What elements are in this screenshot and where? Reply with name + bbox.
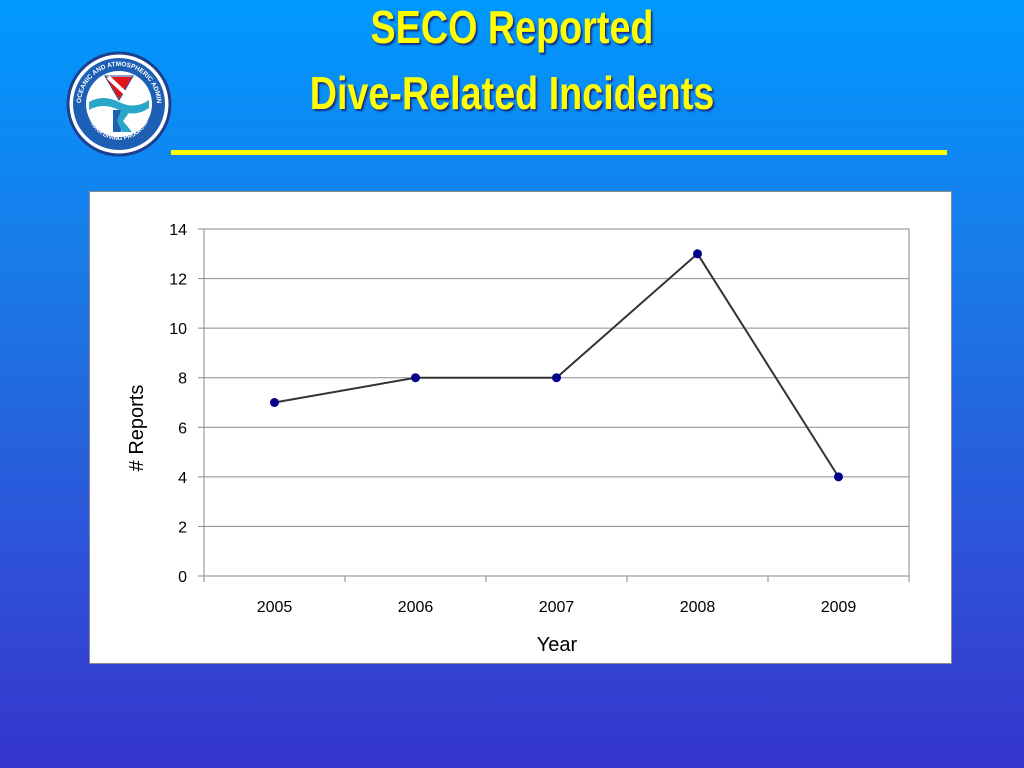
x-tick-label: 2005 bbox=[257, 599, 293, 616]
data-point-marker bbox=[270, 398, 279, 407]
data-point-marker bbox=[552, 373, 561, 383]
data-point-marker bbox=[411, 373, 420, 383]
plot-area-frame bbox=[203, 228, 910, 577]
x-tick-label: 2008 bbox=[680, 599, 716, 616]
y-axis-label: # Reports bbox=[126, 385, 148, 472]
noaa-diving-logo-icon: NATIONAL OCEANIC AND ATMOSPHERIC ADMINIS… bbox=[62, 45, 173, 158]
chart-panel: 0 2 4 6 8 10 12 14 2005 2006 2007 2008 2009 Year # R… bbox=[89, 191, 952, 664]
slide-title-line-1: SECO Reported bbox=[370, 1, 654, 53]
y-tick-label: 0 bbox=[178, 569, 187, 586]
title-underline-rule bbox=[171, 150, 947, 155]
slide-title-line-2: Dive-Related Incidents bbox=[309, 67, 715, 119]
x-tick-label: 2006 bbox=[398, 599, 434, 616]
y-tick-label: 6 bbox=[178, 420, 187, 437]
data-point-marker bbox=[693, 249, 702, 259]
y-tick-label: 12 bbox=[169, 272, 187, 289]
x-tick-label: 2007 bbox=[539, 599, 575, 616]
series-line bbox=[274, 252, 840, 478]
x-tick-label: 2009 bbox=[821, 599, 857, 616]
y-tick-label: 4 bbox=[178, 470, 187, 487]
x-axis-label: Year bbox=[537, 634, 578, 656]
data-point-marker bbox=[834, 472, 843, 482]
y-tick-label: 14 bbox=[169, 222, 187, 239]
y-tick-label: 2 bbox=[178, 519, 187, 536]
y-tick-label: 8 bbox=[178, 371, 187, 388]
line-chart: 0 2 4 6 8 10 12 14 2005 2006 2007 2008 2009 Year # R… bbox=[126, 222, 910, 656]
y-tick-label: 10 bbox=[169, 321, 187, 338]
